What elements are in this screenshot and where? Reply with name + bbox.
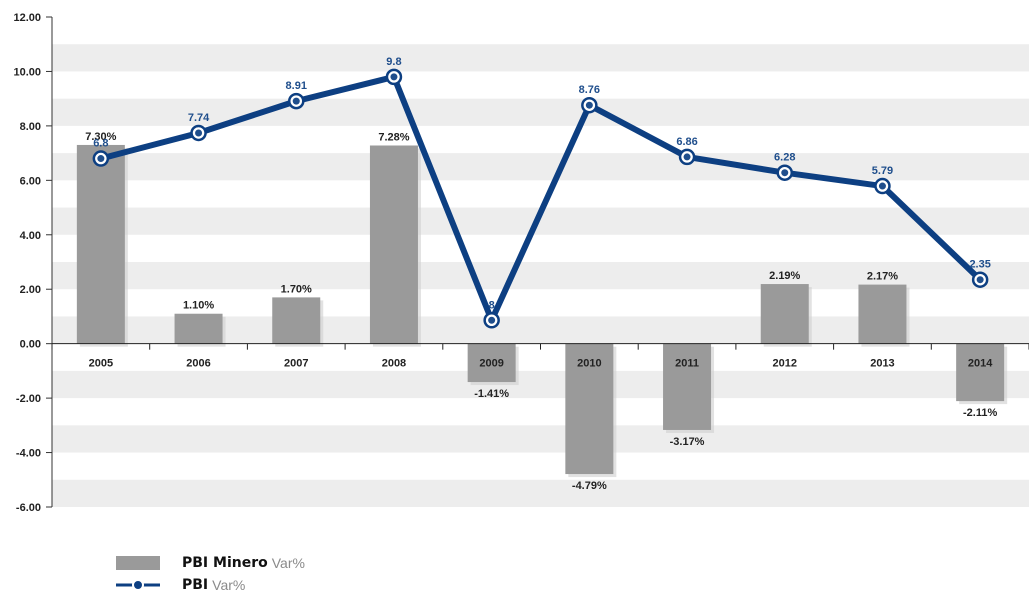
pbi-line	[97, 73, 984, 324]
chart-legend: PBI Minero Var% PBI Var%	[116, 552, 305, 596]
x-tick-label: 2011	[675, 358, 699, 370]
x-tick-label: 2006	[186, 358, 210, 370]
line-point-core	[488, 316, 496, 324]
bar	[272, 297, 321, 344]
line-point-core	[781, 169, 789, 177]
line-point-core	[585, 101, 593, 109]
line-data-label: 8.91	[286, 80, 307, 92]
grid-band	[52, 98, 1029, 126]
grid-band	[52, 153, 1029, 181]
legend-item-bar: PBI Minero Var%	[116, 552, 305, 574]
line-point-core	[390, 73, 398, 81]
bar	[565, 343, 614, 475]
bar	[663, 343, 712, 430]
line-data-label: 8	[489, 299, 495, 311]
bar-data-label: 7.30%	[85, 131, 116, 143]
y-tick-label: 12.00	[13, 12, 41, 24]
combo-chart: 12.00 10.00 8.00 6.00 4.00 2.00 0.00 -2.00 -4.00…	[13, 12, 1029, 514]
bar-data-label: -1.41%	[474, 388, 509, 400]
line-point-core	[97, 155, 105, 163]
bar-data-label: 2.19%	[769, 270, 800, 282]
grid-band	[52, 370, 1029, 399]
bar-data-label: 1.70%	[281, 283, 312, 295]
bar-data-label: 7.28%	[378, 131, 409, 143]
bar	[369, 145, 418, 344]
bar-data-label: -3.17%	[670, 436, 705, 448]
x-tick-label: 2008	[382, 358, 406, 370]
bar	[956, 343, 1005, 402]
bar-data-label: 1.10%	[183, 300, 214, 312]
y-tick-label: 4.00	[20, 230, 41, 242]
line-point-core	[292, 97, 300, 105]
y-tick-label: 10.00	[13, 66, 41, 78]
legend-bar-swatch	[116, 556, 160, 570]
legend-item-line: PBI Var%	[116, 574, 305, 596]
line-point-core	[683, 153, 691, 161]
line-data-label: 8.76	[579, 84, 600, 96]
x-tick-label: 2014	[968, 358, 993, 370]
x-tick-label: 2005	[89, 358, 113, 370]
bar	[467, 343, 516, 383]
line-data-label: 7.74	[188, 112, 210, 124]
line-point-core	[976, 276, 984, 284]
line-data-label: 9.8	[386, 56, 401, 68]
y-tick-label: -6.00	[16, 502, 41, 514]
bar-data-label: 2.17%	[867, 271, 898, 283]
line-point-core	[195, 129, 203, 137]
x-tick-label: 2012	[773, 358, 797, 370]
legend-line-suffix: Var%	[212, 577, 246, 593]
bar	[174, 313, 223, 344]
y-tick-label: 2.00	[20, 284, 41, 296]
grid-band	[52, 44, 1029, 72]
y-tick-label: 8.00	[20, 121, 41, 133]
line-point-core	[878, 182, 886, 190]
x-tick-label: 2007	[284, 358, 308, 370]
line-data-label: 5.79	[872, 165, 893, 177]
bar	[858, 284, 907, 344]
bar-data-label: -4.79%	[572, 480, 607, 492]
x-tick-label: 2013	[870, 358, 894, 370]
bar	[760, 284, 809, 344]
y-tick-label: 0.00	[20, 339, 41, 351]
x-tick-label: 2009	[479, 358, 503, 370]
line-data-label: 6.28	[774, 152, 795, 164]
line-data-label: 6.86	[676, 136, 697, 148]
y-tick-label: -2.00	[16, 393, 41, 405]
grid-band	[52, 479, 1029, 507]
x-tick-label: 2010	[577, 358, 601, 370]
bar-data-label: -2.11%	[963, 407, 997, 419]
grid-band	[52, 425, 1029, 453]
legend-line-swatch	[116, 578, 160, 592]
line-data-label: 6.8	[93, 138, 108, 150]
line-data-label: 2.35	[969, 259, 990, 271]
legend-line-name: PBI	[182, 577, 209, 593]
legend-bar-name: PBI Minero	[182, 555, 268, 571]
y-tick-label: -4.00	[16, 448, 41, 460]
y-tick-label: 6.00	[20, 175, 41, 187]
bar	[76, 144, 125, 344]
legend-bar-suffix: Var%	[271, 555, 305, 571]
